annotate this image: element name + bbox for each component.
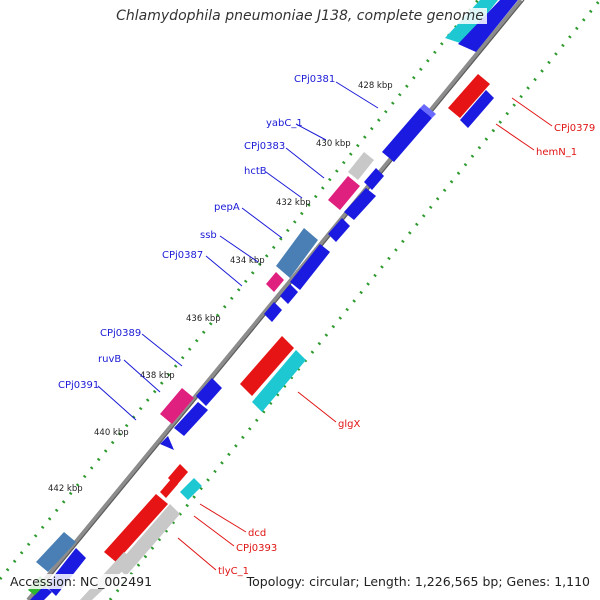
kbp-label: 438 kbp bbox=[140, 371, 175, 381]
reverse-gene-label-texts: CPj0379 hemN_1 glgX dcd CPj0393 tlyC_1 bbox=[218, 123, 595, 577]
genome-summary-text: Topology: circular; Length: 1,226,565 bp… bbox=[244, 574, 592, 589]
gene-tlyc1[interactable] bbox=[116, 504, 180, 576]
gene-label[interactable]: pepA bbox=[214, 202, 240, 213]
gene-steel-bottom[interactable] bbox=[36, 532, 76, 572]
gene-label[interactable]: CPj0383 bbox=[244, 141, 285, 152]
gene-hemn1[interactable] bbox=[460, 90, 494, 128]
gene-pepa[interactable] bbox=[328, 218, 350, 242]
gene-label[interactable]: CPj0381 bbox=[294, 74, 335, 85]
gene-label[interactable]: dcd bbox=[248, 528, 266, 539]
accession-text: Accession: NC_002491 bbox=[8, 574, 155, 589]
forward-gene-labels bbox=[97, 81, 379, 421]
gene-label[interactable]: glgX bbox=[338, 419, 360, 430]
gene-label[interactable]: yabC_1 bbox=[266, 118, 303, 129]
kbp-label: 430 kbp bbox=[316, 139, 351, 149]
gene-glgx-red[interactable] bbox=[240, 336, 294, 396]
kbp-label: 436 kbp bbox=[186, 314, 221, 324]
genome-backbone-shadow bbox=[30, 0, 525, 600]
gene-blue-ssb-b[interactable] bbox=[290, 244, 330, 290]
gene-top-blue[interactable] bbox=[458, 0, 518, 52]
gene-yabc1[interactable] bbox=[348, 152, 374, 180]
gene-cpj0381[interactable] bbox=[382, 108, 432, 162]
gene-glgx-cyan[interactable] bbox=[252, 350, 306, 412]
kbp-label: 428 kbp bbox=[358, 81, 393, 91]
reverse-gene-labels bbox=[177, 97, 553, 571]
gene-label[interactable]: CPj0387 bbox=[162, 250, 203, 261]
gene-dcd[interactable] bbox=[160, 478, 178, 498]
gene-label[interactable]: CPj0389 bbox=[100, 328, 141, 339]
forward-genes bbox=[28, 0, 518, 600]
kbp-label: 434 kbp bbox=[230, 256, 265, 266]
gene-cpj0383[interactable] bbox=[328, 176, 360, 210]
map-title: Chlamydophila pneumoniae J138, complete … bbox=[0, 8, 600, 24]
gene-blue-small-b[interactable] bbox=[280, 284, 298, 304]
gene-cpj0393[interactable] bbox=[104, 494, 168, 562]
kbp-labels: 428 kbp 430 kbp 432 kbp 434 kbp 436 kbp … bbox=[48, 81, 393, 494]
gene-cyan-small[interactable] bbox=[180, 478, 202, 500]
map-title-text: Chlamydophila pneumoniae J138, complete … bbox=[113, 8, 487, 24]
reverse-genes bbox=[80, 74, 494, 600]
gene-label[interactable]: hemN_1 bbox=[536, 147, 577, 158]
gene-blue-bottom-b[interactable] bbox=[30, 586, 52, 600]
genome-backbone bbox=[26, 0, 523, 600]
gene-hctb[interactable] bbox=[344, 188, 376, 220]
kbp-label: 442 kbp bbox=[48, 484, 83, 494]
gene-blue-arrow-small[interactable] bbox=[160, 436, 174, 450]
kbp-label: 440 kbp bbox=[94, 428, 129, 438]
gene-ssb[interactable] bbox=[276, 228, 318, 278]
gene-label[interactable]: hctB bbox=[244, 166, 267, 177]
tick-track-inner bbox=[0, 0, 480, 580]
gene-cpj0387[interactable] bbox=[266, 272, 284, 292]
gene-blue-small-c[interactable] bbox=[264, 302, 282, 322]
gene-label[interactable]: tlyC_1 bbox=[218, 566, 249, 577]
gene-ruvb[interactable] bbox=[160, 388, 194, 424]
gene-cpj0391[interactable] bbox=[174, 402, 208, 436]
gene-label[interactable]: CPj0393 bbox=[236, 543, 277, 554]
gene-cpj0379[interactable] bbox=[448, 74, 490, 118]
gene-blue-small-a[interactable] bbox=[364, 168, 384, 190]
kbp-label: 432 kbp bbox=[276, 198, 311, 208]
gene-label[interactable]: CPj0379 bbox=[554, 123, 595, 134]
tick-track-outer bbox=[108, 0, 600, 600]
forward-gene-label-texts: CPj0381 yabC_1 CPj0383 hctB pepA ssb CPj… bbox=[58, 74, 335, 391]
gene-label[interactable]: CPj0391 bbox=[58, 380, 99, 391]
gene-label[interactable]: ssb bbox=[200, 230, 217, 241]
gene-cpj0389[interactable] bbox=[196, 378, 222, 406]
gene-label[interactable]: ruvB bbox=[98, 354, 121, 365]
